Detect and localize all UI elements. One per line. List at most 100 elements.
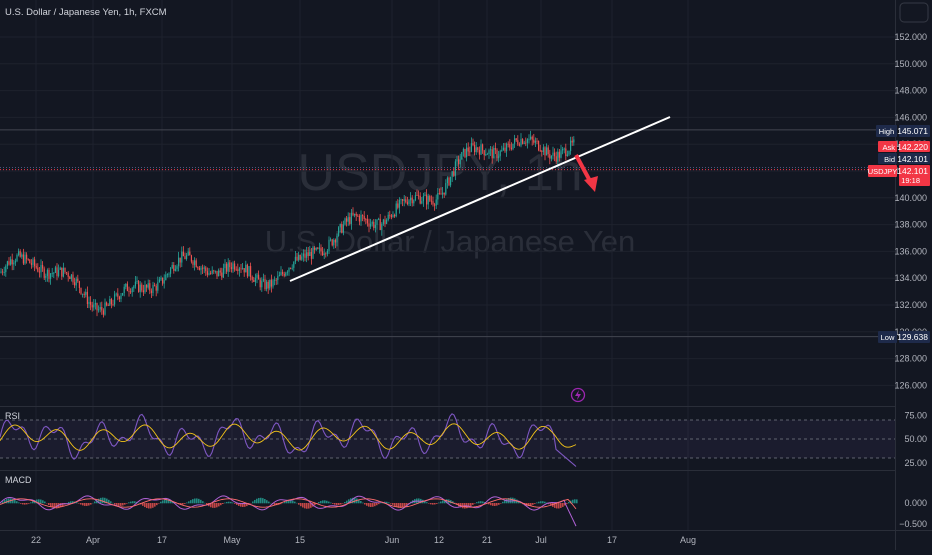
time-tick-label: Jul: [535, 535, 547, 545]
candle-body: [490, 149, 491, 150]
macd-label[interactable]: MACD: [5, 475, 32, 485]
macd-histogram-bar: [360, 501, 362, 503]
candle-body: [28, 259, 29, 260]
candle-body: [133, 286, 134, 288]
candle-body: [306, 252, 307, 258]
rsi-tick-label: 50.00: [904, 434, 927, 444]
macd-histogram-bar: [474, 503, 476, 504]
candle-body: [453, 171, 454, 176]
candle-body: [525, 143, 526, 144]
candle-body: [298, 255, 299, 260]
candle-body: [10, 259, 11, 264]
price-tick-label: 150.000: [894, 59, 927, 69]
candle-body: [341, 224, 342, 233]
macd-histogram-bar: [144, 503, 146, 507]
candle-body: [90, 302, 91, 305]
macd-histogram-bar: [88, 503, 90, 506]
macd-histogram-bar: [498, 503, 500, 505]
macd-histogram-bar: [258, 498, 260, 503]
scale-menu-button[interactable]: [900, 3, 928, 22]
candle-body: [108, 305, 109, 306]
candle-body: [400, 199, 401, 200]
candle-body: [455, 161, 456, 175]
candle-body: [172, 265, 173, 268]
candle-body: [154, 285, 155, 286]
candle-body: [2, 272, 3, 273]
candle-body: [240, 268, 241, 269]
macd-histogram-bar: [214, 503, 216, 508]
macd-histogram-bar: [260, 498, 262, 504]
candle-body: [285, 273, 286, 276]
candle-body: [476, 147, 477, 152]
macd-histogram-bar: [20, 503, 22, 504]
time-tick-label: 22: [31, 535, 41, 545]
macd-histogram-bar: [160, 502, 162, 504]
candle-body: [55, 267, 56, 272]
macd-histogram-bar: [530, 503, 532, 506]
candle-body: [12, 259, 13, 264]
candle-body: [58, 270, 59, 276]
macd-histogram-bar: [16, 501, 18, 503]
candle-body: [424, 195, 425, 196]
macd-histogram-bar: [216, 503, 218, 507]
macd-histogram-bar: [364, 503, 366, 504]
candle-body: [458, 159, 459, 164]
macd-histogram-bar: [226, 502, 228, 503]
macd-histogram-bar: [562, 503, 564, 507]
candle-body: [383, 220, 384, 224]
candle-body: [440, 193, 441, 194]
candle-body: [311, 252, 312, 259]
bid-badge-value: 142.101: [897, 154, 928, 164]
rsi-label[interactable]: RSI: [5, 411, 20, 421]
candle-body: [141, 285, 142, 291]
candle-body: [261, 281, 262, 288]
candle-body: [196, 260, 197, 267]
candle-body: [77, 279, 78, 282]
candle-body: [471, 143, 472, 152]
candle-body: [130, 292, 131, 293]
macd-histogram-bar: [438, 503, 440, 504]
candle-body: [356, 214, 357, 216]
candle-body: [460, 160, 461, 165]
macd-histogram-bar: [90, 503, 92, 505]
macd-histogram-bar: [24, 503, 26, 505]
candle-body: [482, 144, 483, 150]
candle-body: [560, 150, 561, 157]
candle-body: [551, 156, 552, 159]
last-badge-label: USDJPY: [868, 167, 898, 176]
symbol-title[interactable]: U.S. Dollar / Japanese Yen, 1h, FXCM: [5, 7, 167, 18]
bid-badge-label: Bid: [884, 155, 895, 164]
macd-histogram-bar: [440, 502, 442, 504]
candle-body: [408, 200, 409, 204]
candle-body: [365, 219, 366, 220]
candle-body: [231, 267, 232, 269]
candle-body: [437, 193, 438, 199]
macd-histogram-bar: [378, 503, 380, 504]
candle-body: [528, 139, 529, 140]
candle-body: [448, 178, 449, 186]
candle-body: [197, 267, 198, 268]
macd-histogram-bar: [124, 503, 126, 505]
candle-body: [517, 140, 518, 144]
candle-body: [503, 148, 504, 150]
candle-body: [538, 141, 539, 150]
macd-histogram-bar: [292, 501, 294, 504]
macd-histogram-bar: [158, 503, 160, 504]
macd-histogram-bar: [482, 501, 484, 503]
candle-body: [103, 310, 104, 314]
candle-body: [439, 193, 440, 194]
candle-body: [532, 137, 533, 140]
macd-histogram-bar: [94, 501, 96, 503]
candle-body: [136, 281, 137, 282]
candle-body: [248, 266, 249, 276]
candle-body: [479, 150, 480, 155]
macd-histogram-bar: [220, 503, 222, 505]
macd-histogram-bar: [26, 503, 28, 504]
candle-body: [60, 268, 61, 270]
candle-body: [402, 199, 403, 200]
macd-histogram-bar: [14, 500, 16, 503]
candle-body: [175, 269, 176, 271]
